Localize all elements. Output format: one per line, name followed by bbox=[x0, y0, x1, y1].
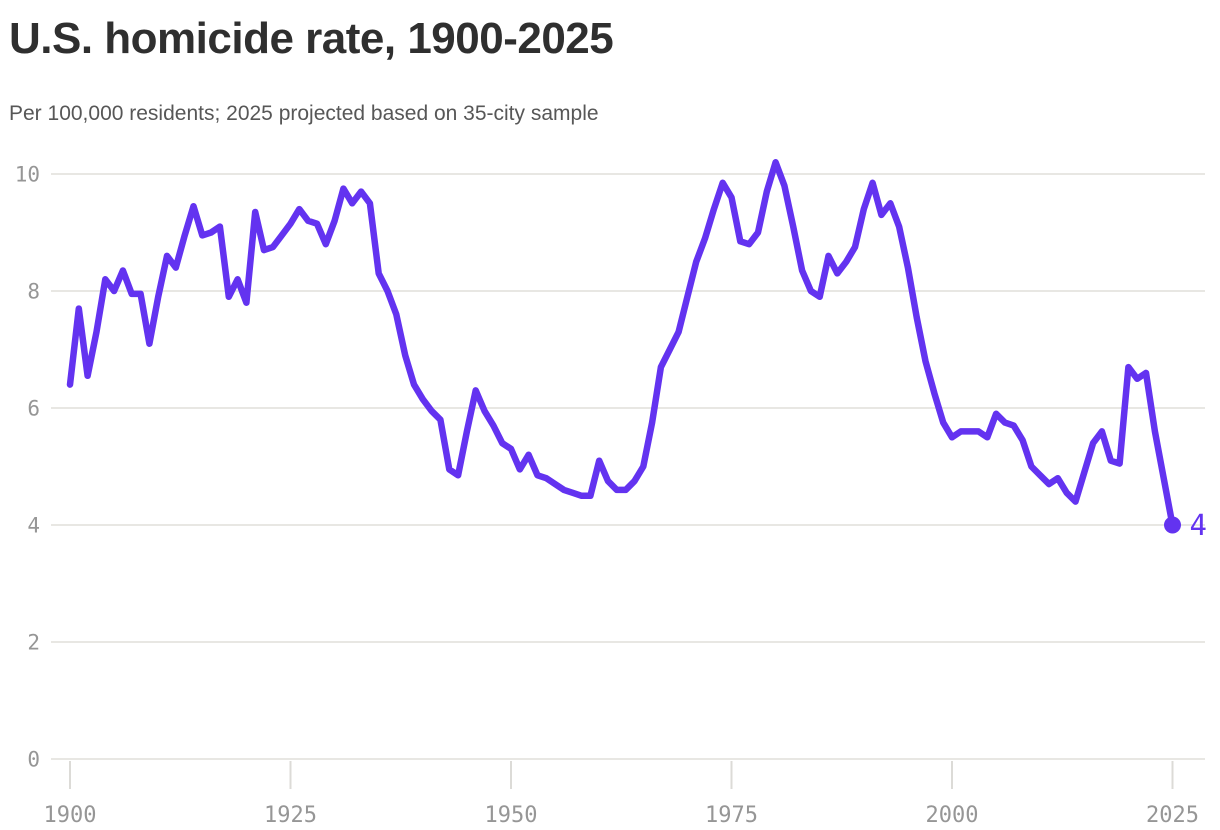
x-tick-label-1900: 1900 bbox=[44, 803, 97, 828]
y-tick-label-0: 0 bbox=[27, 748, 40, 772]
x-tick-label-1950: 1950 bbox=[485, 803, 538, 828]
x-tick-label-2025: 2025 bbox=[1146, 803, 1199, 828]
y-tick-label-4: 4 bbox=[27, 514, 40, 538]
y-tick-label-8: 8 bbox=[27, 280, 40, 304]
chart-header: U.S. homicide rate, 1900-2025 Per 100,00… bbox=[0, 0, 1220, 126]
chart-subtitle: Per 100,000 residents; 2025 projected ba… bbox=[9, 101, 599, 125]
y-tick-label-6: 6 bbox=[27, 397, 40, 421]
chart-title: U.S. homicide rate, 1900-2025 bbox=[9, 14, 614, 63]
x-tick-label-1925: 1925 bbox=[264, 803, 317, 828]
y-tick-label-2: 2 bbox=[27, 631, 40, 655]
endpoint-dot bbox=[1164, 516, 1181, 534]
rate-line bbox=[66, 159, 1176, 529]
x-tick-label-1975: 1975 bbox=[705, 803, 758, 828]
x-tick-label-2000: 2000 bbox=[926, 803, 979, 828]
endpoint-value-label: 4 bbox=[1190, 508, 1207, 542]
y-tick-label-10: 10 bbox=[15, 163, 40, 187]
